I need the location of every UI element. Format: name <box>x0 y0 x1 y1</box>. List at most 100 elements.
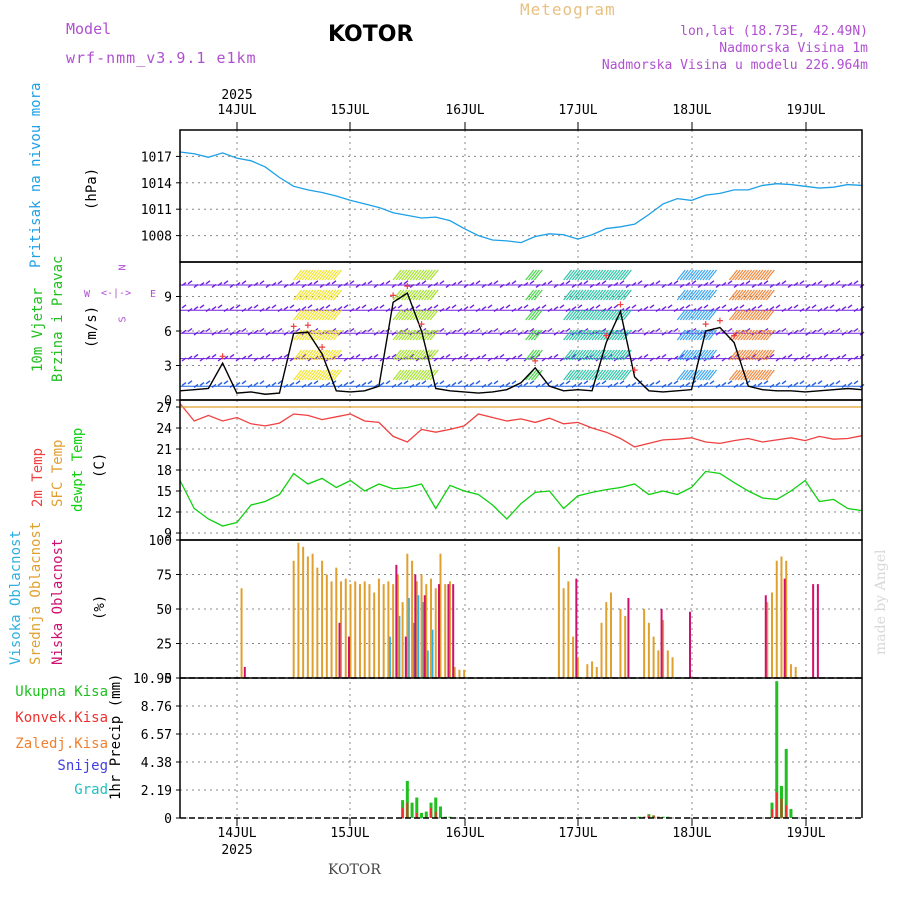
model-label: Model <box>66 20 112 38</box>
y-tick-label: 12 <box>156 506 172 521</box>
wind-feather-cluster <box>392 269 439 381</box>
bottom-year-label: 2025 <box>221 843 252 858</box>
legend-snow: Snijeg <box>57 758 108 774</box>
total-precip-bar <box>410 802 414 818</box>
conv-precip-bar <box>434 811 437 818</box>
wind-feather-cluster <box>525 269 543 381</box>
y-tick-label: 3 <box>164 360 172 375</box>
compass-west: W <box>84 289 91 300</box>
model-name: wrf-nmm_v3.9.1 e1km <box>66 49 257 67</box>
wind-feather-cluster <box>676 269 718 381</box>
y-tick-label: 1008 <box>141 230 172 245</box>
y-tick-label: 0 <box>164 672 172 687</box>
y-tick-label: 25 <box>156 638 172 653</box>
y-tick-label: 9 <box>164 527 172 542</box>
total-precip-bar <box>775 681 779 818</box>
conv-precip-bar <box>780 798 783 818</box>
total-precip-bar <box>405 780 409 818</box>
top-day-label: 19JUL <box>786 103 825 118</box>
total-precip-bar <box>438 806 442 818</box>
dewpt-line <box>179 470 863 527</box>
conv-precip-bar <box>771 809 774 818</box>
gust-marker <box>418 321 425 328</box>
total-precip-bar <box>661 816 665 818</box>
y-tick-label: 75 <box>156 569 172 584</box>
y-tick-label: 50 <box>156 603 172 618</box>
wind-speed-line <box>179 291 863 395</box>
y-tick-label: 18 <box>156 464 172 479</box>
gust-marker <box>617 301 624 308</box>
wind-barb-row <box>181 353 865 362</box>
y-tick-label: 27 <box>156 401 172 416</box>
top-day-label: 18JUL <box>672 103 711 118</box>
legend-conv-precip: Konvek.Kisa <box>15 710 108 726</box>
gust-marker <box>319 344 326 351</box>
wind-compass: N W <-|-> E S <box>84 262 164 326</box>
model-elevation-label: Nadmorska Visina u modelu 226.964m <box>601 58 868 73</box>
bottom-day-label: 14JUL <box>217 826 256 841</box>
total-precip-bar <box>448 816 452 818</box>
top-year-label: 2025 <box>221 88 252 103</box>
y-tick-label: 8.76 <box>141 700 172 715</box>
compass-arrows: <-|-> <box>101 288 132 299</box>
total-precip-bar <box>789 809 793 818</box>
temp2m-line <box>179 403 863 448</box>
y-tick-label: 100 <box>149 534 172 549</box>
y-tick-label: 10.95 <box>133 672 172 687</box>
gust-marker <box>731 332 738 339</box>
total-precip-bar <box>434 797 438 818</box>
legend-hail: Grad <box>74 782 108 798</box>
conv-precip-bar <box>775 792 778 818</box>
y-tick-label: 1017 <box>141 150 172 165</box>
y-tick-label: 9 <box>164 291 172 306</box>
conv-precip-bar <box>647 815 650 818</box>
legend-frz-precip: Zaledj.Kisa <box>15 736 108 752</box>
wind-barb-row <box>181 280 865 288</box>
gust-marker <box>702 321 709 328</box>
y-tick-label: 1011 <box>141 203 172 218</box>
gust-marker <box>603 332 610 339</box>
bottom-day-label: 16JUL <box>445 826 484 841</box>
location-title: KOTOR <box>328 22 414 47</box>
conv-precip-bar <box>415 812 418 818</box>
top-day-label: 14JUL <box>217 103 256 118</box>
wind-feather-cluster <box>293 269 342 381</box>
conv-precip-bar <box>430 807 433 818</box>
gust-marker <box>716 317 723 324</box>
legend-total-precip: Ukupna Kisa <box>15 684 108 700</box>
pressure-series-line <box>179 151 863 244</box>
y-tick-label: 1014 <box>141 177 172 192</box>
gust-marker <box>219 353 226 360</box>
bottom-day-label: 15JUL <box>330 826 369 841</box>
gust-marker <box>304 322 311 329</box>
gust-marker <box>404 283 411 290</box>
elevation-label: Nadmorska Visina 1m <box>719 41 868 56</box>
y-tick-label: 6.57 <box>141 728 172 743</box>
panel-frame <box>179 539 863 679</box>
y-tick-label: 24 <box>156 422 172 437</box>
y-tick-label: 4.38 <box>141 756 172 771</box>
bottom-day-label: 19JUL <box>786 826 825 841</box>
footer-location: KOTOR <box>328 862 381 878</box>
y-tick-label: 0 <box>164 812 172 827</box>
total-precip-bar <box>784 748 788 818</box>
y-tick-label: 6 <box>164 325 172 340</box>
compass-east: E <box>150 289 157 300</box>
gust-marker <box>532 357 539 364</box>
y-tick-label: 2.19 <box>141 784 172 799</box>
total-precip-bar <box>424 811 428 818</box>
wind-feather-cluster <box>563 269 632 381</box>
bottom-day-label: 18JUL <box>672 826 711 841</box>
gust-marker <box>390 292 397 299</box>
top-day-label: 15JUL <box>330 103 369 118</box>
total-precip-bar <box>415 797 419 818</box>
product-title: Meteogram <box>520 0 616 19</box>
y-tick-label: 15 <box>156 485 172 500</box>
gust-marker <box>290 323 297 330</box>
conv-precip-bar <box>401 807 404 818</box>
conv-precip-bar <box>652 815 655 818</box>
bottom-day-label: 17JUL <box>558 826 597 841</box>
gust-marker <box>631 367 638 374</box>
conv-precip-bar <box>785 805 788 818</box>
